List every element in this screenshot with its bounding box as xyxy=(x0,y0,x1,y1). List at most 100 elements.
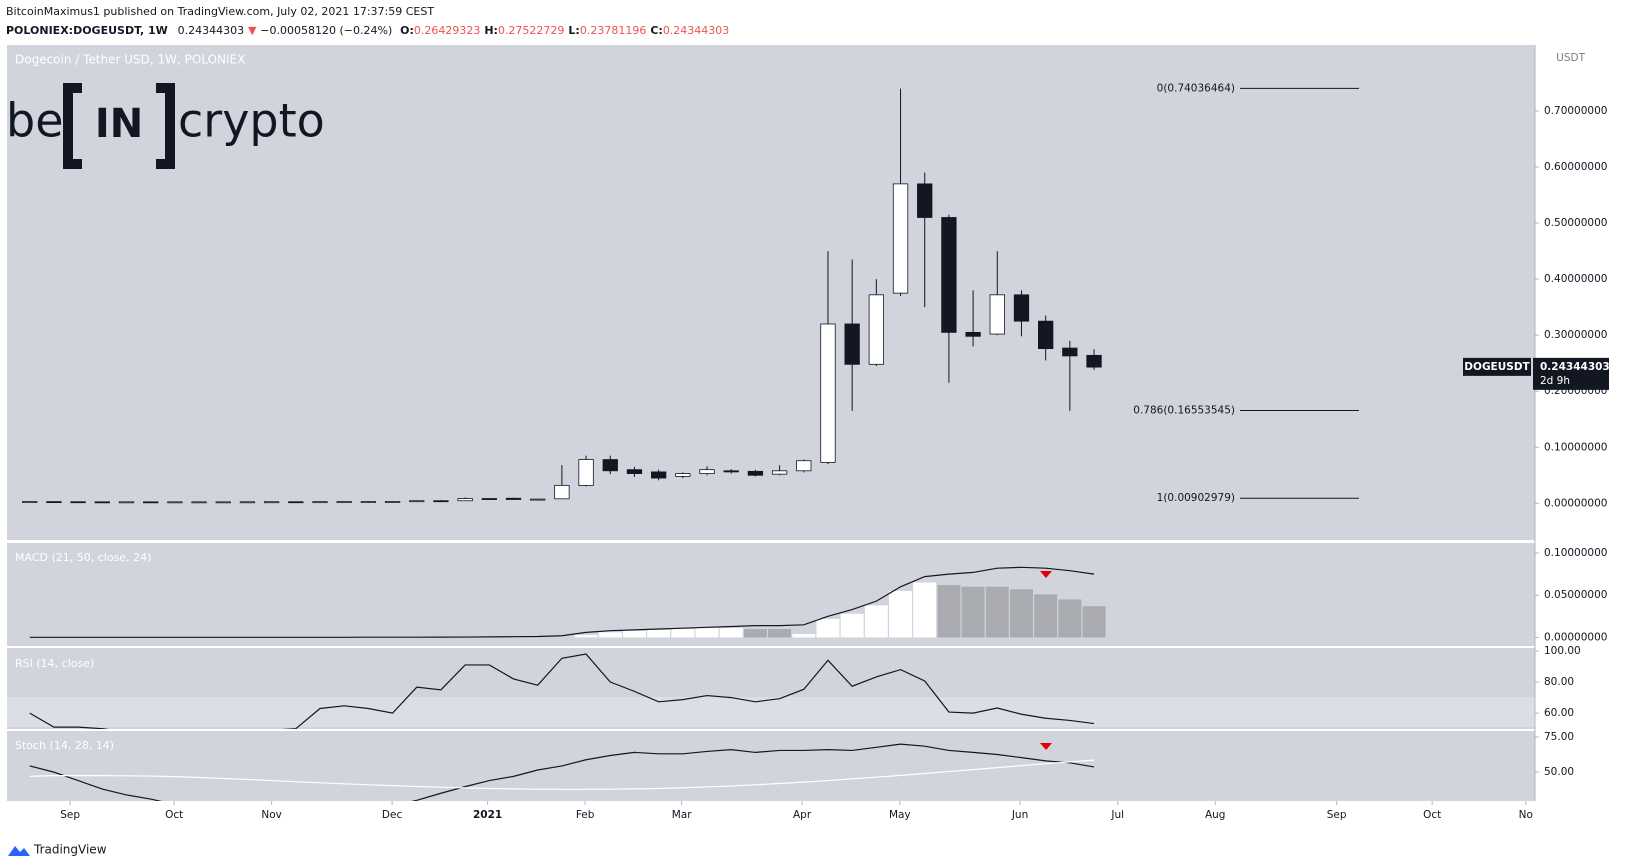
main-pane xyxy=(7,45,1535,540)
histogram-bar xyxy=(671,629,695,638)
y-tick-label: 0.60000000 xyxy=(1544,161,1607,173)
candle-body xyxy=(70,501,86,504)
y-tick-label: 80.00 xyxy=(1544,676,1574,688)
histogram-bar xyxy=(937,585,961,638)
candle-body xyxy=(530,498,546,501)
pane-title: Dogecoin / Tether USD, 1W, POLONIEX xyxy=(15,53,245,67)
y-tick-label: 0.70000000 xyxy=(1544,105,1607,117)
x-tick-label: No xyxy=(1519,809,1533,821)
indicator-line xyxy=(29,759,1095,790)
candle-body xyxy=(360,501,377,503)
symbol: POLONIEX:DOGEUSDT, 1W xyxy=(6,24,168,37)
histogram-bar xyxy=(743,629,767,638)
candle-body xyxy=(747,470,764,476)
candle-body xyxy=(578,459,594,486)
candle-body xyxy=(481,498,497,500)
candle-body xyxy=(263,501,280,504)
candle-body xyxy=(118,501,135,504)
logo-box: IN xyxy=(95,101,143,147)
macd-layer xyxy=(29,566,1106,638)
histogram-bar xyxy=(647,629,671,638)
candle-body xyxy=(989,294,1005,335)
x-tick-label: Jun xyxy=(1011,809,1028,821)
ohlc-value: 0.27522729 xyxy=(498,24,564,37)
candle-body xyxy=(554,484,570,500)
rsi-title: RSI (14, close) xyxy=(15,657,94,670)
stoch-pane xyxy=(7,731,1535,801)
logo-right: crypto xyxy=(178,94,325,148)
price-tag xyxy=(1533,357,1609,390)
y-tick-label: 0.10000000 xyxy=(1544,441,1607,453)
candle-body xyxy=(1013,294,1030,322)
histogram-bar xyxy=(1082,606,1106,638)
ohlc-value: 0.26429323 xyxy=(414,24,480,37)
histogram-bar xyxy=(695,628,719,638)
candle-body xyxy=(892,183,909,294)
candle-body xyxy=(1086,354,1102,368)
candle-body xyxy=(46,501,62,504)
candle-body xyxy=(143,501,159,504)
macd-title: MACD (21, 50, close, 24) xyxy=(15,551,151,564)
candle-body xyxy=(796,460,812,472)
tv-icon xyxy=(8,846,30,856)
macd-arrow xyxy=(1040,571,1052,578)
y-tick-label: 0.10000000 xyxy=(1544,547,1607,559)
candle-body xyxy=(844,323,860,365)
main-layer: 0(0.74036464) 0.786(0.16553545) 1(0.009029… xyxy=(22,82,1359,504)
ohlc-value: 0.23781196 xyxy=(580,24,646,37)
indicator-line xyxy=(29,743,1095,801)
candle-body xyxy=(312,501,328,504)
x-tick-label: Dec xyxy=(382,809,403,821)
candle-body xyxy=(336,501,352,504)
candle-body xyxy=(22,501,38,504)
candle-body xyxy=(239,501,256,504)
histogram-bar xyxy=(840,613,864,638)
x-tick-label: May xyxy=(889,809,911,821)
candle-body xyxy=(384,501,401,503)
y-tick-label: 50.00 xyxy=(1544,766,1574,778)
candle-body xyxy=(1062,347,1078,357)
ohlc-label: L: xyxy=(568,24,579,37)
x-tick-label: Sep xyxy=(60,809,80,821)
candle-body xyxy=(626,469,643,474)
fib-label: 1(0.00902979) xyxy=(1157,492,1235,504)
histogram-bar xyxy=(889,590,913,638)
x-tick-label: Sep xyxy=(1327,809,1347,821)
candle-body xyxy=(457,498,473,502)
y-tick-label: 0.30000000 xyxy=(1544,329,1607,341)
y-tick-label: 0.40000000 xyxy=(1544,273,1607,285)
histogram-bar xyxy=(598,632,622,638)
rsi-band xyxy=(7,697,1535,727)
axes: 0.000000000.100000000.200000000.30000000… xyxy=(60,105,1610,821)
histogram-bar xyxy=(622,630,646,638)
ohlc-label: C: xyxy=(650,24,662,37)
candle-body xyxy=(602,459,618,472)
candle-body xyxy=(215,501,231,504)
histogram-bar xyxy=(985,586,1009,638)
candle-body xyxy=(965,331,981,337)
histogram-bar xyxy=(1034,594,1058,638)
logo-left: be xyxy=(6,94,64,148)
footer: TradingView xyxy=(33,843,107,857)
candle-body xyxy=(94,501,110,504)
x-tick-label: Apr xyxy=(793,809,812,821)
ohlc-value: 0.24344303 xyxy=(663,24,729,37)
y-tick-label: 0.50000000 xyxy=(1544,217,1607,229)
candle-body xyxy=(941,217,957,333)
down-arrow: ▼ xyxy=(248,24,260,37)
y-tick-label: 0.00000000 xyxy=(1544,631,1607,643)
logo-brackets xyxy=(63,83,175,169)
stoch-layer xyxy=(29,743,1095,801)
x-tick-label: Mar xyxy=(672,809,692,821)
candle-body xyxy=(675,473,691,477)
x-tick-label: 2021 xyxy=(473,809,502,821)
candle-body xyxy=(699,469,715,474)
x-tick-label: Jul xyxy=(1110,809,1124,821)
candle-body xyxy=(723,470,739,473)
currency: USDT xyxy=(1556,52,1585,64)
symbol-tag xyxy=(1463,357,1531,376)
ohlc-label: H: xyxy=(484,24,498,37)
histogram-bar xyxy=(913,582,937,638)
